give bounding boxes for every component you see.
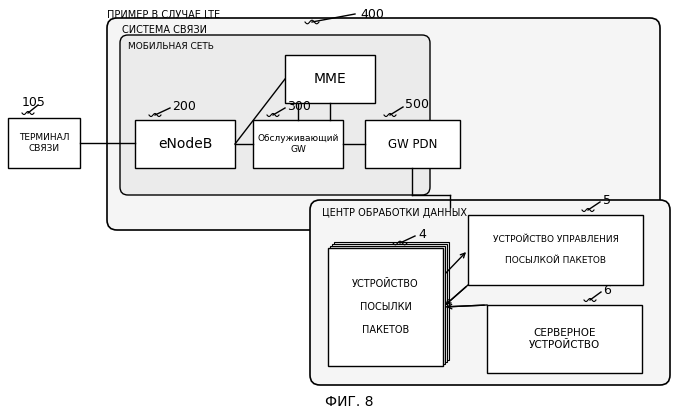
Text: ФИГ. 8: ФИГ. 8	[325, 395, 373, 409]
FancyBboxPatch shape	[310, 200, 670, 385]
Text: ТЕРМИНАЛ
СВЯЗИ: ТЕРМИНАЛ СВЯЗИ	[19, 133, 69, 153]
Text: Обслуживающий
GW: Обслуживающий GW	[257, 134, 339, 154]
Text: ЦЕНТР ОБРАБОТКИ ДАННЫХ: ЦЕНТР ОБРАБОТКИ ДАННЫХ	[322, 208, 467, 218]
Bar	[334, 242, 449, 360]
Text: 5: 5	[603, 194, 611, 206]
Bar	[253, 120, 343, 168]
Text: MME: MME	[314, 72, 347, 86]
Bar	[8, 118, 80, 168]
Text: 6: 6	[603, 283, 611, 297]
Text: СИСТЕМА СВЯЗИ: СИСТЕМА СВЯЗИ	[122, 25, 207, 35]
Text: СЕРВЕРНОЕ
УСТРОЙСТВО: СЕРВЕРНОЕ УСТРОЙСТВО	[529, 328, 600, 350]
Bar	[328, 248, 443, 366]
Bar	[468, 215, 643, 285]
Bar	[135, 120, 235, 168]
FancyBboxPatch shape	[120, 35, 430, 195]
Text: УСТРОЙСТВО

ПОСЫЛКИ

ПАКЕТОВ: УСТРОЙСТВО ПОСЫЛКИ ПАКЕТОВ	[352, 279, 419, 335]
Text: 500: 500	[405, 98, 429, 112]
FancyBboxPatch shape	[107, 18, 660, 230]
Text: ПРИМЕР В СЛУЧАЕ LTE: ПРИМЕР В СЛУЧАЕ LTE	[107, 10, 220, 20]
Text: eNodeB: eNodeB	[158, 137, 212, 151]
Bar	[365, 120, 460, 168]
Text: GW PDN: GW PDN	[388, 138, 437, 150]
Bar	[332, 244, 447, 362]
Bar	[487, 305, 642, 373]
Text: 400: 400	[360, 7, 384, 21]
Text: УСТРОЙСТВО УПРАВЛЕНИЯ

ПОСЫЛКОЙ ПАКЕТОВ: УСТРОЙСТВО УПРАВЛЕНИЯ ПОСЫЛКОЙ ПАКЕТОВ	[493, 235, 619, 265]
Text: МОБИЛЬНАЯ СЕТЬ: МОБИЛЬНАЯ СЕТЬ	[128, 42, 214, 51]
Bar	[285, 55, 375, 103]
Bar	[330, 246, 445, 364]
Text: 105: 105	[22, 97, 46, 109]
Text: 4: 4	[418, 228, 426, 240]
Text: 300: 300	[287, 100, 311, 112]
Text: 200: 200	[172, 100, 196, 112]
